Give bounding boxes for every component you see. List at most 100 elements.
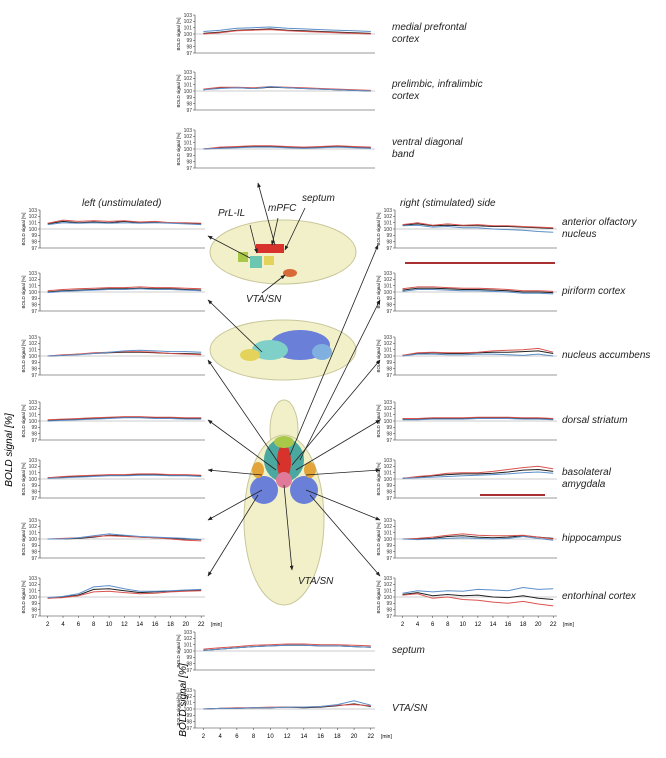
y-axis-label: BOLD signal [%]	[21, 522, 26, 555]
x-tick-label: 14	[490, 622, 497, 628]
y-tick-label: 103	[29, 208, 38, 214]
y-tick-label: 103	[384, 335, 393, 341]
x-tick-label: 2	[202, 734, 206, 740]
y-tick-label: 100	[384, 227, 393, 233]
y-tick-label: 97	[386, 246, 392, 252]
y-tick-label: 100	[29, 477, 38, 483]
series-line	[47, 585, 202, 599]
x-tick-label: 14	[300, 734, 307, 740]
y-tick-label: 100	[29, 595, 38, 601]
y-tick-label: 97	[31, 496, 37, 502]
stimulation-bar	[405, 262, 555, 264]
y-tick-label: 102	[384, 464, 393, 470]
panel-title: medial prefrontal cortex	[392, 22, 467, 45]
brain-oblique	[209, 319, 357, 381]
y-tick-label: 102	[384, 582, 393, 588]
series-line	[203, 145, 371, 150]
y-tick-label: 98	[386, 431, 392, 437]
x-tick-label: 8	[446, 622, 450, 628]
series-line	[402, 289, 554, 295]
x-tick-label: 22	[198, 622, 205, 628]
y-axis-label: BOLD signal [%]	[21, 339, 26, 372]
y-tick-label: 98	[386, 549, 392, 555]
y-tick-label: 101	[184, 82, 193, 88]
series-line	[47, 222, 202, 226]
x-axis-label: [min]	[211, 622, 222, 628]
series-line	[402, 471, 554, 479]
panel-title: prelimbic, infralimbic cortex	[392, 79, 483, 102]
y-tick-label: 103	[384, 271, 393, 277]
y-tick-label: 103	[184, 128, 193, 134]
series-line	[47, 473, 202, 479]
y-tick-label: 102	[29, 341, 38, 347]
x-tick-label: 16	[152, 622, 159, 628]
y-tick-label: 99	[386, 233, 392, 239]
y-tick-label: 98	[386, 607, 392, 613]
y-tick-label: 97	[186, 51, 192, 57]
region-label: septum	[302, 193, 335, 204]
y-tick-label: 99	[186, 38, 192, 44]
y-tick-label: 97	[386, 373, 392, 379]
y-tick-label: 101	[29, 470, 38, 476]
y-axis-label: BOLD signal [%]	[376, 212, 381, 245]
y-tick-label: 98	[186, 44, 192, 50]
y-tick-label: 99	[386, 543, 392, 549]
y-tick-label: 103	[384, 458, 393, 464]
y-tick-label: 99	[31, 233, 37, 239]
x-tick-label: 18	[334, 734, 341, 740]
x-tick-label: 8	[252, 734, 256, 740]
arrows	[207, 182, 381, 577]
y-axis-label: BOLD signal [%]	[4, 413, 15, 487]
x-tick-label: 10	[267, 734, 274, 740]
x-axis-label: [min]	[563, 622, 574, 628]
y-tick-label: 98	[386, 366, 392, 372]
x-tick-label: 22	[550, 622, 557, 628]
y-tick-label: 100	[384, 477, 393, 483]
y-tick-label: 103	[29, 400, 38, 406]
y-tick-label: 98	[186, 101, 192, 107]
y-tick-label: 102	[184, 694, 193, 700]
y-axis-label: BOLD signal [%]	[21, 275, 26, 308]
x-tick-label: 18	[520, 622, 527, 628]
x-tick-label: 12	[284, 734, 291, 740]
y-axis-label: BOLD signal [%]	[376, 404, 381, 437]
y-tick-label: 102	[384, 341, 393, 347]
series-line	[203, 28, 371, 34]
y-tick-label: 102	[184, 636, 193, 642]
y-tick-label: 102	[184, 76, 193, 82]
series-line	[402, 533, 554, 540]
y-tick-label: 97	[31, 373, 37, 379]
series-line	[402, 586, 554, 594]
y-axis-label: BOLD signal [%]	[176, 17, 181, 50]
series-line	[47, 286, 202, 292]
y-tick-label: 101	[384, 530, 393, 536]
y-tick-label: 97	[31, 556, 37, 562]
panel-title: ventral diagonal band	[392, 137, 463, 160]
y-axis-label: BOLD signal [%]	[21, 462, 26, 495]
series-line	[203, 86, 371, 92]
y-tick-label: 101	[384, 347, 393, 353]
series-line	[47, 416, 202, 421]
y-tick-label: 98	[31, 431, 37, 437]
y-tick-label: 99	[186, 655, 192, 661]
y-tick-label: 100	[184, 147, 193, 153]
panel-title: nucleus accumbens	[562, 350, 651, 361]
y-tick-label: 100	[384, 595, 393, 601]
y-tick-label: 103	[29, 518, 38, 524]
y-tick-label: 103	[29, 576, 38, 582]
y-tick-label: 102	[184, 134, 193, 140]
y-tick-label: 101	[29, 220, 38, 226]
x-tick-label: 20	[182, 622, 189, 628]
x-tick-label: 12	[121, 622, 128, 628]
x-tick-label: 20	[351, 734, 358, 740]
y-tick-label: 102	[384, 406, 393, 412]
y-tick-label: 98	[386, 239, 392, 245]
y-tick-label: 101	[29, 283, 38, 289]
y-tick-label: 98	[31, 366, 37, 372]
series-line	[402, 592, 554, 600]
y-tick-label: 103	[384, 518, 393, 524]
region-label: PrL-IL	[218, 208, 246, 219]
series-line	[402, 224, 554, 233]
y-tick-label: 98	[31, 239, 37, 245]
